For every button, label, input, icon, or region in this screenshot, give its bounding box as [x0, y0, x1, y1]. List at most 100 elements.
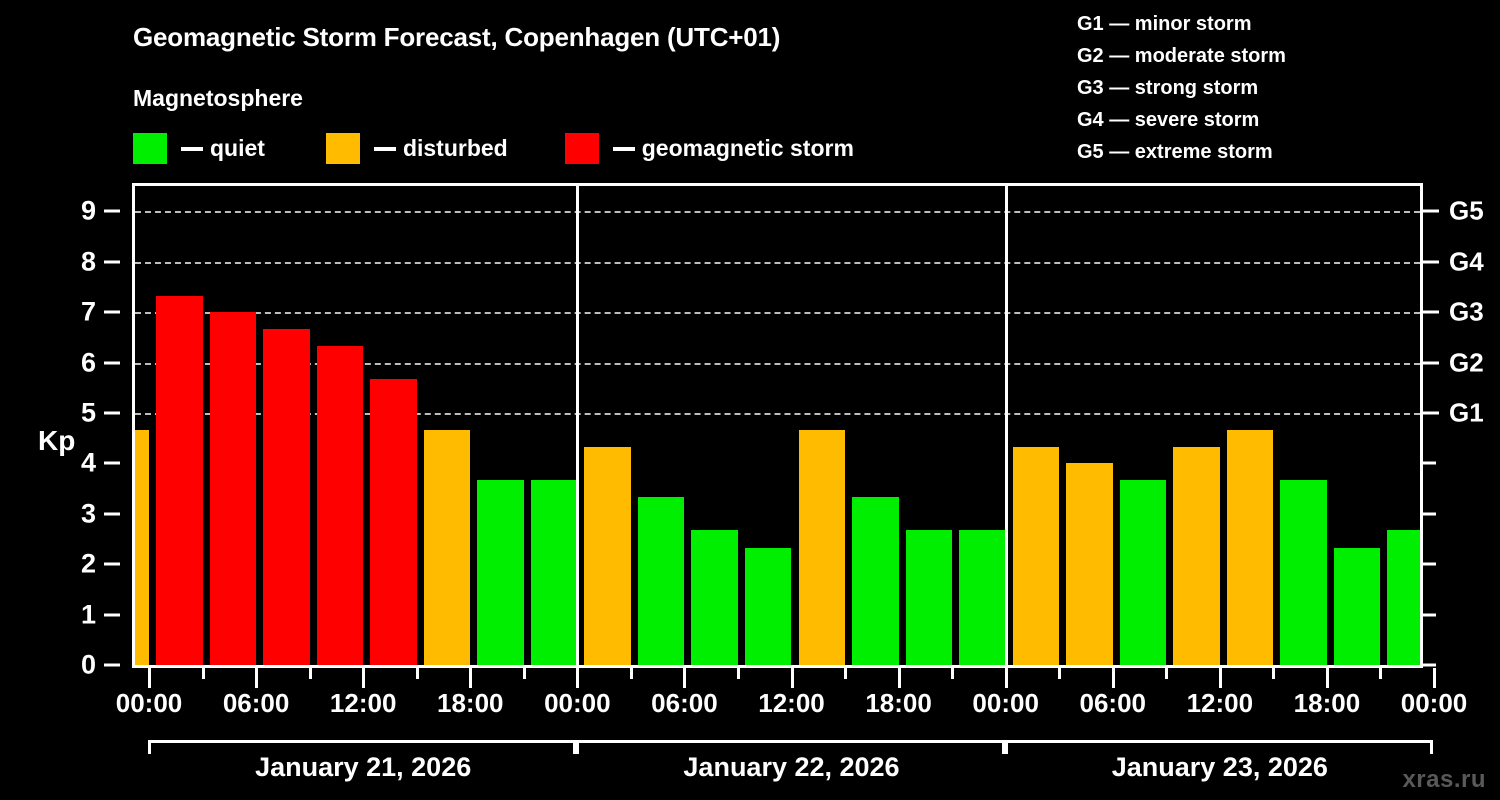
legend-dash-icon — [612, 146, 635, 151]
gscale-row-g2: G2 — moderate storm — [1077, 45, 1286, 67]
day-label-2: January 22, 2026 — [683, 752, 900, 782]
plot-area — [132, 183, 1423, 668]
y-tick-label-4: 4 — [80, 447, 96, 478]
x-tick-major — [1433, 668, 1436, 688]
x-tick-minor — [1058, 668, 1062, 679]
x-tick-major — [790, 668, 794, 688]
legend-item-disturbed: disturbed — [325, 133, 508, 164]
x-tick-major — [897, 668, 901, 688]
day-divider-1 — [576, 186, 580, 665]
legend-dash-icon — [181, 146, 203, 151]
y-tick-mark-9 — [104, 209, 120, 213]
x-tick-minor — [1272, 668, 1276, 679]
x-tick-label: 18:00 — [437, 688, 504, 718]
bar — [477, 480, 524, 665]
page-title: Geomagnetic Storm Forecast, Copenhagen (… — [133, 22, 781, 52]
bar — [1066, 463, 1113, 665]
g-tick-label-G3: G3 — [1449, 296, 1484, 327]
x-tick-minor — [522, 668, 526, 679]
x-tick-minor — [736, 668, 740, 679]
x-tick-label: 18:00 — [1293, 688, 1361, 718]
x-tick-label: 06:00 — [222, 688, 290, 718]
y-tick-mark-0 — [104, 663, 120, 667]
bar — [209, 312, 257, 665]
x-tick-minor — [201, 668, 205, 679]
day-bracket-3 — [1004, 740, 1433, 754]
day-labels: January 21, 2026 January 22, 2026 January … — [0, 752, 1500, 800]
gscale-row-g1: G1 — minor storm — [1077, 13, 1252, 35]
g-tick-label-G4: G4 — [1449, 246, 1484, 277]
day-label-1: January 21, 2026 — [255, 752, 472, 782]
x-tick-major — [1218, 668, 1222, 688]
y-tick-mark-7 — [104, 310, 120, 314]
y-tick-mark-1 — [104, 613, 120, 617]
gridline-kp-7 — [135, 312, 1420, 315]
bar — [370, 379, 417, 665]
legend-label-quiet: quiet — [210, 135, 265, 161]
bar — [1226, 429, 1274, 665]
y-tick-label-6: 6 — [80, 347, 96, 378]
g-tick-mark-G1 — [1423, 411, 1439, 415]
y-tick-label-9: 9 — [80, 195, 96, 226]
gscale-legend: G1 — minor storm G2 — moderate storm G3 … — [1077, 8, 1286, 168]
x-tick-major — [683, 668, 687, 688]
bar — [156, 295, 203, 665]
gridline-kp-6 — [135, 362, 1420, 365]
x-tick-major — [362, 668, 366, 688]
bar — [852, 497, 899, 665]
g-tick-mark-G3 — [1423, 310, 1439, 314]
bar — [1387, 530, 1420, 665]
x-tick-minor — [1379, 668, 1383, 679]
watermark: xras.ru — [1402, 766, 1486, 793]
y-tick-mark-2 — [104, 562, 120, 566]
plot-inner — [135, 186, 1420, 665]
y-tick-mark-4 — [104, 461, 120, 465]
gridline-kp-9 — [135, 211, 1420, 214]
g-tick-mark-G4 — [1423, 260, 1439, 264]
x-tick-major — [148, 668, 151, 688]
x-tick-minor — [308, 668, 312, 679]
bar — [1012, 446, 1060, 665]
legend-label-disturbed: disturbed — [402, 135, 508, 161]
x-tick-major — [1111, 668, 1115, 688]
x-tick-minor — [844, 668, 848, 679]
g-minor-tick-3 — [1423, 512, 1436, 516]
color-legend: quiet disturbed geomagnetic storm — [133, 133, 854, 164]
x-tick-minor — [629, 668, 633, 679]
bar — [637, 497, 685, 665]
day-label-3: January 23, 2026 — [1111, 752, 1328, 782]
legend-dash-icon — [373, 146, 396, 151]
legend-swatch-disturbed — [325, 133, 360, 164]
day-divider-2 — [1004, 186, 1008, 665]
gscale-row-g5: G5 — extreme storm — [1077, 141, 1273, 163]
g-minor-tick-1 — [1423, 613, 1436, 617]
x-tick-label: 00:00 — [1400, 688, 1468, 718]
x-tick-minor — [1165, 668, 1169, 679]
y-tick-label-5: 5 — [80, 397, 96, 428]
x-axis-labels: 00:00 06:00 12:00 18:00 00:00 06:00 12:00 18:00… — [0, 688, 1500, 728]
y-tick-label-7: 7 — [80, 296, 96, 327]
g-tick-mark-G5 — [1423, 209, 1439, 213]
g-tick-label-G2: G2 — [1449, 347, 1484, 378]
g-tick-label-G1: G1 — [1449, 397, 1484, 428]
y-tick-mark-8 — [104, 260, 120, 264]
bar — [530, 480, 578, 665]
day-bracket-2 — [576, 740, 1005, 754]
bar — [691, 530, 738, 665]
bar — [959, 530, 1006, 665]
x-tick-label: 18:00 — [865, 688, 932, 718]
gscale-row-g3: G3 — strong storm — [1077, 77, 1259, 99]
day-brackets — [0, 740, 1500, 762]
x-tick-label: 00:00 — [972, 688, 1039, 718]
y-tick-label-3: 3 — [80, 498, 96, 529]
legend-swatch-quiet — [133, 133, 167, 164]
x-tick-label: 00:00 — [115, 688, 183, 718]
bar — [905, 530, 953, 665]
y-tick-mark-3 — [104, 512, 120, 516]
g-minor-tick-2 — [1423, 562, 1436, 566]
bar — [423, 429, 471, 665]
bar — [584, 446, 631, 665]
day-bracket-1 — [148, 740, 577, 754]
bar — [1119, 480, 1167, 665]
x-tick-label: 06:00 — [1079, 688, 1147, 718]
